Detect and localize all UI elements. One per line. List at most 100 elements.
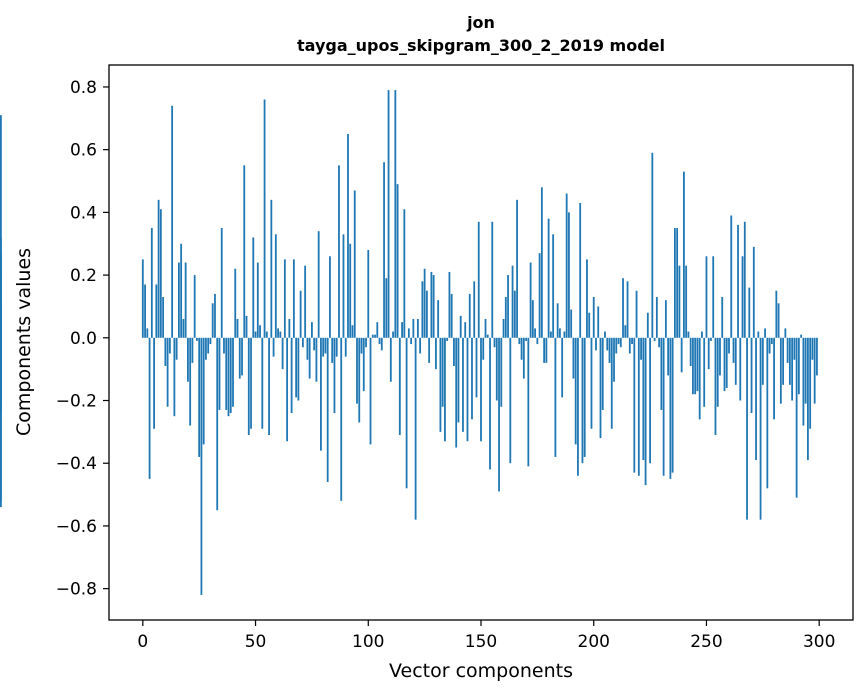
- bar: [552, 234, 555, 338]
- bar: [723, 337, 726, 392]
- bar: [480, 337, 482, 442]
- bar: [777, 303, 780, 338]
- bar: [577, 337, 579, 476]
- bar: [453, 337, 455, 367]
- bar: [141, 259, 144, 338]
- x-tick-label: 250: [690, 632, 722, 652]
- bar: [455, 337, 458, 448]
- bar: [322, 337, 325, 357]
- bar: [0, 275, 2, 338]
- bar: [437, 300, 440, 338]
- bar: [646, 312, 649, 338]
- bar: [538, 253, 541, 338]
- bar: [694, 337, 697, 395]
- bar: [324, 337, 327, 354]
- bar: [710, 337, 712, 341]
- bar: [304, 265, 307, 338]
- bar: [439, 337, 442, 432]
- bar: [241, 337, 243, 376]
- bar: [301, 337, 304, 348]
- bar: [655, 297, 658, 338]
- bar: [398, 337, 401, 435]
- bar: [730, 215, 733, 338]
- bar: [0, 337, 2, 501]
- bar: [534, 328, 537, 338]
- bar: [782, 337, 785, 385]
- bar: [419, 337, 422, 354]
- bar: [144, 284, 146, 338]
- bar: [554, 337, 557, 457]
- y-tick-label: 0.0: [70, 329, 97, 349]
- bar: [739, 337, 742, 401]
- bar: [286, 337, 289, 442]
- bar: [610, 337, 613, 429]
- bar: [581, 337, 584, 464]
- bar: [171, 105, 174, 338]
- x-tick-label: 50: [245, 632, 267, 652]
- bar: [651, 152, 654, 338]
- bar: [732, 337, 735, 363]
- bar: [421, 281, 424, 338]
- bar: [574, 337, 577, 445]
- bar: [155, 284, 158, 338]
- y-tick-label: 0.2: [70, 266, 97, 286]
- bar: [495, 337, 498, 401]
- bar: [565, 193, 568, 338]
- bar: [583, 337, 586, 457]
- bar: [385, 278, 388, 338]
- bar: [166, 337, 169, 407]
- bar: [683, 171, 685, 338]
- bar: [308, 337, 311, 379]
- bar: [394, 90, 397, 338]
- bar: [540, 187, 543, 338]
- bar: [216, 337, 219, 511]
- bar: [365, 337, 367, 348]
- bar: [351, 325, 354, 338]
- bar: [531, 300, 534, 338]
- bar: [667, 337, 670, 376]
- bar: [766, 337, 769, 489]
- bar: [712, 256, 715, 338]
- x-axis: 0 50 100 150 200 250 300: [137, 620, 835, 652]
- bar: [392, 331, 394, 338]
- bar: [671, 337, 674, 473]
- x-axis-label: Vector components: [389, 660, 573, 682]
- bar: [626, 281, 629, 338]
- bar: [489, 337, 491, 470]
- bar: [807, 337, 809, 461]
- bar: [263, 99, 266, 338]
- bar: [809, 337, 812, 429]
- bar: [755, 337, 757, 461]
- bar: [243, 165, 246, 338]
- x-tick-label: 100: [352, 632, 384, 652]
- bar: [247, 337, 250, 435]
- bar: [356, 337, 358, 404]
- bar: [768, 337, 771, 354]
- bar: [349, 243, 352, 338]
- bar: [290, 337, 293, 414]
- bar: [561, 337, 564, 398]
- bar: [211, 303, 214, 338]
- bar: [719, 337, 721, 376]
- bar: [536, 337, 539, 345]
- bar: [764, 328, 766, 338]
- bar: [177, 262, 180, 338]
- bar: [446, 337, 449, 341]
- x-tick-label: 0: [137, 632, 148, 652]
- y-tick-label: −0.2: [56, 392, 97, 412]
- bar: [164, 337, 167, 367]
- bar: [423, 268, 426, 338]
- bar: [800, 334, 803, 338]
- y-tick-label: 0.6: [70, 141, 97, 161]
- bar: [601, 337, 604, 410]
- bar: [265, 331, 268, 338]
- bar: [295, 337, 298, 398]
- bar: [572, 337, 575, 379]
- bar: [622, 278, 624, 338]
- bar: [333, 337, 336, 414]
- bar: [374, 334, 376, 338]
- bar: [518, 337, 521, 345]
- bar: [450, 293, 453, 338]
- y-tick-label: −0.6: [56, 517, 97, 537]
- bar: [358, 337, 361, 423]
